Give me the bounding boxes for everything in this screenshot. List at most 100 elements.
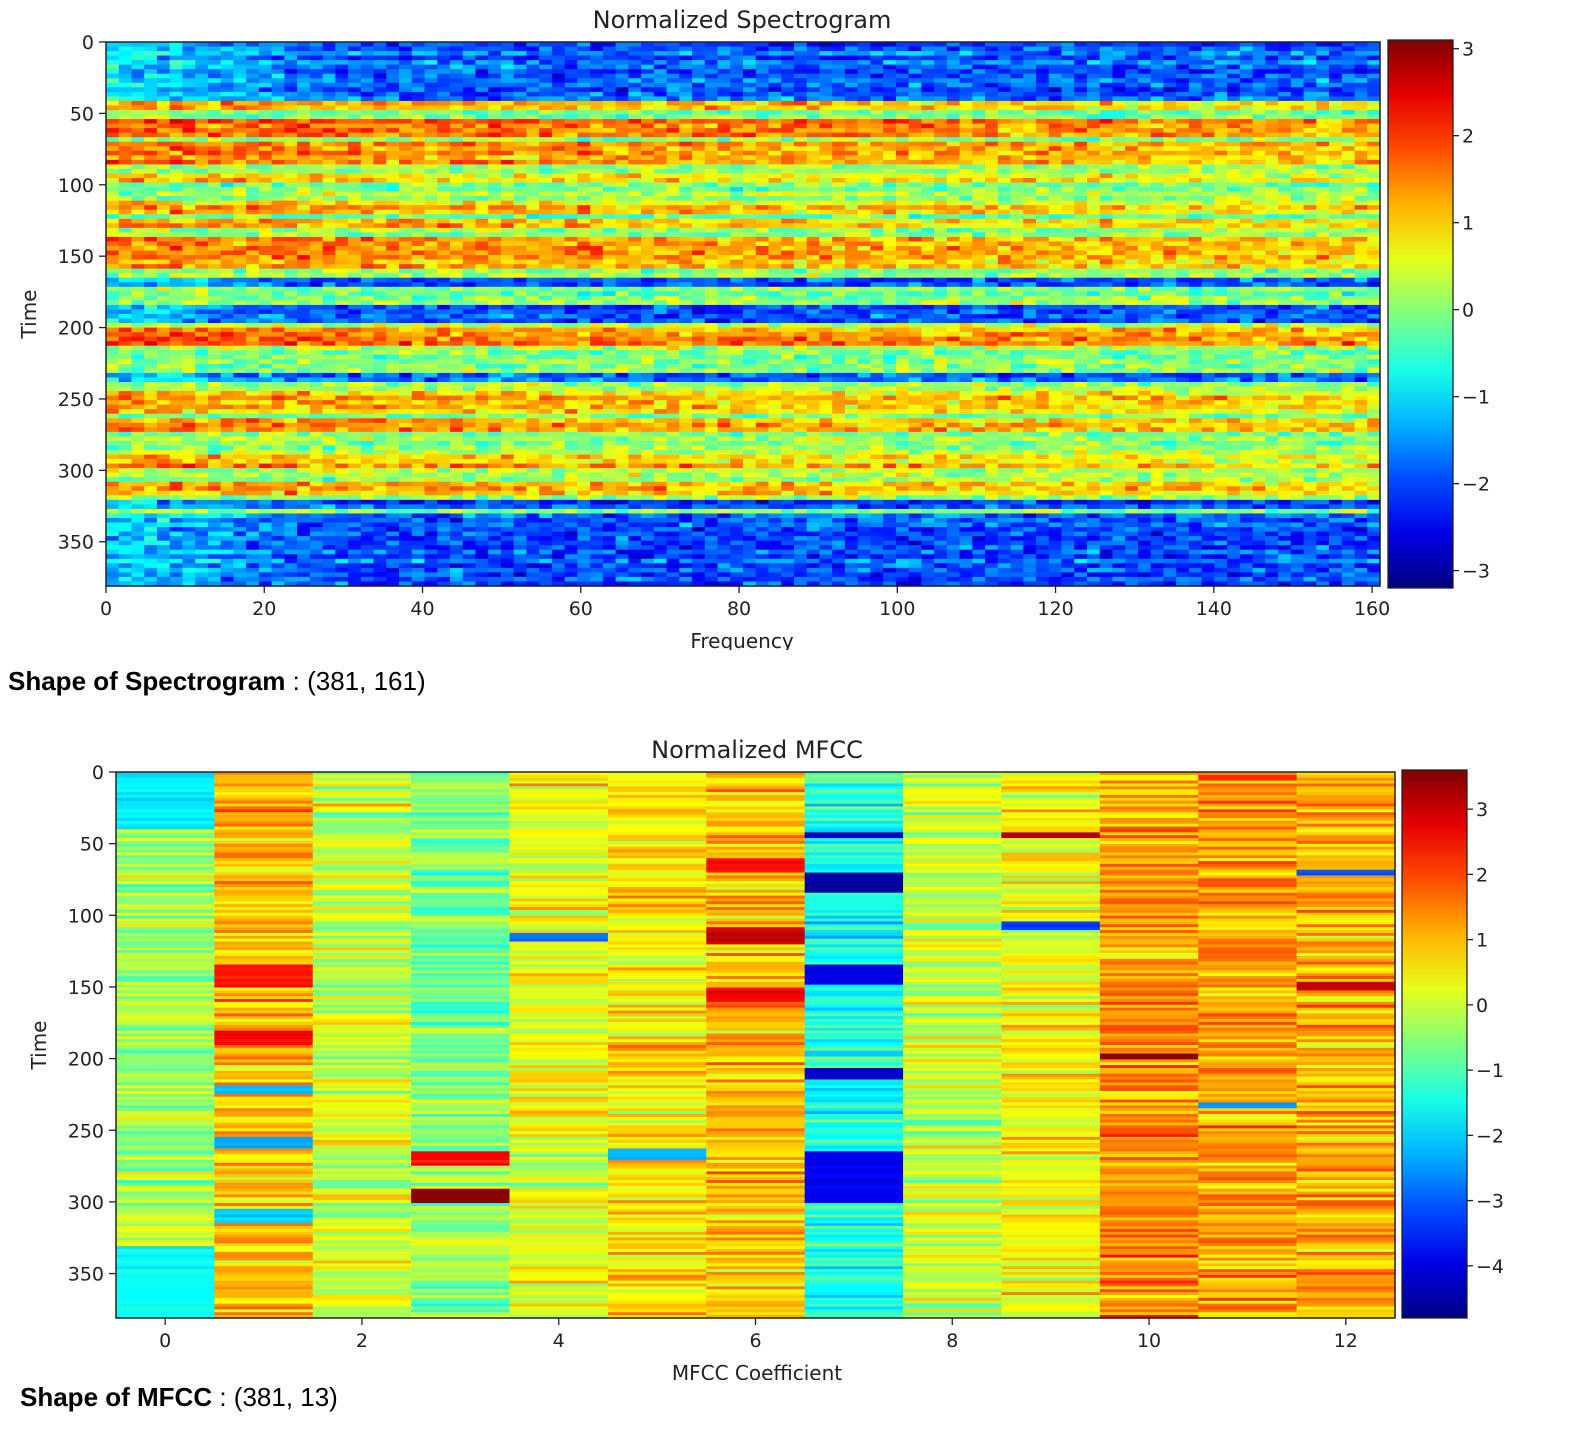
heatmap-cell <box>1150 100 1165 107</box>
heatmap-cell <box>1125 123 1139 129</box>
heatmap-cell <box>220 42 234 48</box>
heatmap-cell <box>411 137 426 143</box>
heatmap-cell <box>195 105 209 111</box>
heatmap-cell <box>475 141 489 147</box>
heatmap-cell <box>1163 91 1177 97</box>
heatmap-cell <box>1061 110 1075 116</box>
heatmap-cell <box>819 200 833 206</box>
heatmap-cell <box>819 64 833 70</box>
heatmap-cell <box>169 132 184 138</box>
heatmap-cell <box>1341 168 1356 175</box>
heatmap-cell <box>641 246 655 252</box>
heatmap-cell <box>475 182 489 188</box>
heatmap-cell <box>908 259 922 265</box>
heatmap-cell <box>195 178 209 184</box>
heatmap-cell <box>1010 69 1024 75</box>
heatmap-cell <box>386 73 400 79</box>
heatmap-cell <box>258 60 273 66</box>
heatmap-cell <box>1163 159 1177 165</box>
heatmap-cell <box>246 110 260 116</box>
heatmap-cell <box>156 105 171 111</box>
heatmap-cell <box>1163 200 1177 206</box>
heatmap-cell <box>985 100 999 107</box>
heatmap-cell <box>220 105 234 111</box>
heatmap-cell <box>1227 200 1241 206</box>
heatmap-cell <box>883 259 897 265</box>
heatmap-cell <box>195 91 209 97</box>
heatmap-cell <box>182 141 196 147</box>
heatmap-cell <box>1137 168 1152 175</box>
heatmap-cell <box>513 110 528 116</box>
heatmap-cell <box>526 200 540 206</box>
heatmap-cell <box>793 64 808 70</box>
heatmap-cell <box>1354 137 1368 143</box>
heatmap-cell <box>1036 155 1050 161</box>
heatmap-cell <box>1010 168 1024 175</box>
heatmap-cell <box>1265 164 1279 170</box>
heatmap-cell <box>297 73 311 79</box>
heatmap-cell <box>1125 87 1139 93</box>
heatmap-cell <box>1125 236 1139 243</box>
heatmap-cell <box>195 200 209 206</box>
heatmap-cell <box>1061 164 1075 170</box>
heatmap-cell <box>832 46 846 52</box>
heatmap-cell <box>220 150 234 156</box>
heatmap-cell <box>144 223 158 229</box>
heatmap-cell <box>934 209 948 215</box>
heatmap-cell <box>1099 159 1114 165</box>
heatmap-cell <box>1316 159 1330 165</box>
heatmap-cell <box>602 119 617 125</box>
heatmap-cell <box>959 232 973 238</box>
heatmap-cell <box>934 91 948 97</box>
heatmap-cell <box>1036 51 1050 57</box>
heatmap-cell <box>692 191 706 197</box>
heatmap-cell <box>309 178 324 184</box>
heatmap-cell <box>653 73 668 79</box>
heatmap-cell <box>118 146 133 152</box>
heatmap-cell <box>399 141 413 147</box>
heatmap-cell <box>1341 236 1356 243</box>
heatmap-cell <box>195 60 209 66</box>
heatmap-cell <box>411 196 426 202</box>
heatmap-cell <box>386 91 400 97</box>
heatmap-cell <box>233 100 247 107</box>
heatmap-cell <box>781 173 795 179</box>
heatmap-cell <box>1303 250 1317 256</box>
heatmap-cell <box>908 146 922 152</box>
heatmap-cell <box>284 82 298 88</box>
heatmap-cell <box>895 132 910 138</box>
heatmap-cell <box>590 227 604 233</box>
heatmap-cell <box>1329 155 1343 161</box>
heatmap-cell <box>182 264 196 270</box>
heatmap-cell <box>1265 223 1279 229</box>
heatmap-cell <box>781 209 795 215</box>
heatmap-cell <box>1036 214 1050 220</box>
heatmap-cell <box>195 96 209 102</box>
heatmap-cell <box>1329 178 1343 184</box>
heatmap-cell <box>386 246 400 252</box>
heatmap-cell <box>577 51 591 57</box>
heatmap-cell <box>1036 264 1050 270</box>
heatmap-cell <box>335 196 349 202</box>
heatmap-cell <box>564 150 578 156</box>
heatmap-cell <box>1099 137 1114 143</box>
heatmap-cell <box>921 255 935 261</box>
heatmap-cell <box>806 159 821 165</box>
heatmap-cell <box>806 141 821 147</box>
heatmap-cell <box>934 182 948 188</box>
heatmap-cell <box>870 159 884 165</box>
heatmap-cell <box>577 91 591 97</box>
heatmap-cell <box>106 60 120 66</box>
heatmap-cell <box>832 246 846 252</box>
heatmap-cell <box>590 236 604 243</box>
heatmap-cell <box>934 264 948 270</box>
heatmap-cell <box>386 82 400 88</box>
heatmap-cell <box>768 137 782 143</box>
heatmap-cell <box>1341 191 1356 197</box>
heatmap-cell <box>1010 150 1024 156</box>
heatmap-cell <box>908 60 922 66</box>
heatmap-cell <box>793 246 808 252</box>
heatmap-cell <box>1329 110 1343 116</box>
heatmap-cell <box>1239 218 1254 224</box>
heatmap-cell <box>717 64 731 70</box>
